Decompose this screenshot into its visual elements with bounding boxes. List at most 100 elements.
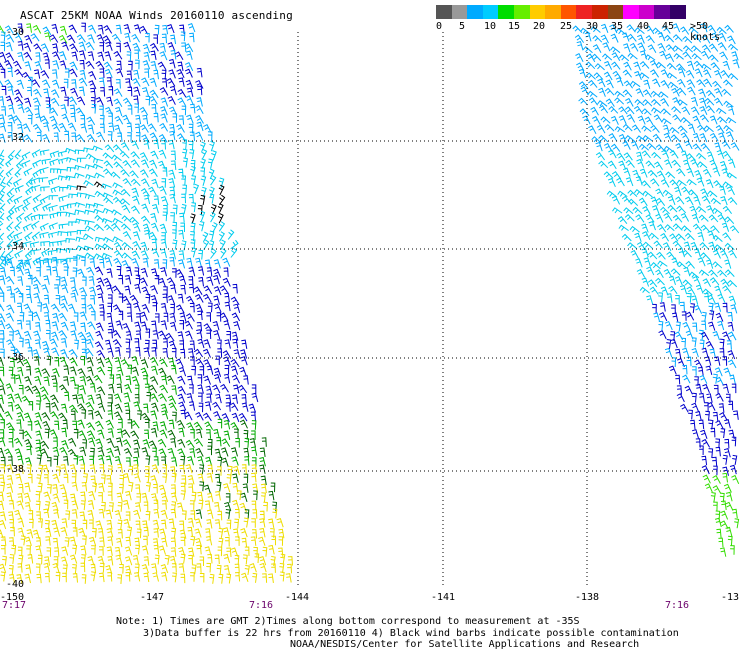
wind-barb xyxy=(175,358,184,368)
wind-barb xyxy=(726,186,735,196)
wind-barb xyxy=(32,159,42,168)
wind-barb xyxy=(126,303,132,314)
wind-barb xyxy=(234,428,239,439)
wind-barb xyxy=(7,205,16,216)
wind-barb xyxy=(48,231,58,239)
wind-barb xyxy=(51,51,61,61)
wind-barb xyxy=(117,574,123,584)
wind-barb xyxy=(170,212,175,222)
wind-barb xyxy=(714,517,722,528)
wind-barb xyxy=(660,206,670,215)
wind-barb xyxy=(27,473,33,484)
wind-barb xyxy=(96,34,105,44)
wind-barb xyxy=(133,473,141,483)
wind-barb xyxy=(14,249,23,259)
wind-barb xyxy=(195,303,204,313)
wind-barb xyxy=(88,80,97,90)
wind-barb xyxy=(69,321,77,331)
wind-barb xyxy=(141,86,149,97)
wind-barb xyxy=(653,240,663,249)
wind-barb xyxy=(143,556,150,566)
wind-barb xyxy=(87,500,95,510)
wind-barb xyxy=(99,123,105,134)
colorbar-label: 25 xyxy=(560,21,573,32)
wind-barb xyxy=(709,277,720,286)
wind-barb xyxy=(71,500,79,510)
wind-barb xyxy=(74,172,85,179)
wind-barb xyxy=(244,509,250,519)
wind-barb xyxy=(190,572,195,582)
wind-barb xyxy=(41,412,51,421)
wind-barb xyxy=(14,204,24,213)
wind-barb xyxy=(642,99,653,107)
wind-barb xyxy=(680,212,690,222)
wind-barb xyxy=(673,52,684,60)
wind-barb xyxy=(101,252,113,259)
wind-barb xyxy=(685,69,695,79)
wind-barb xyxy=(188,276,194,286)
wind-barb xyxy=(213,268,222,278)
wind-barb xyxy=(690,158,699,168)
wind-barb xyxy=(708,448,714,459)
colorbar-segment xyxy=(498,5,515,19)
wind-barb xyxy=(134,59,140,70)
wind-barb xyxy=(724,242,735,251)
wind-barb xyxy=(271,563,276,573)
wind-barb xyxy=(715,124,725,134)
wind-barb xyxy=(732,508,738,519)
wind-barb xyxy=(720,69,730,79)
wind-barb xyxy=(29,241,40,248)
wind-barb xyxy=(54,420,60,431)
wind-barbs-right-swath xyxy=(572,22,740,557)
wind-barb xyxy=(86,357,94,367)
wind-barb xyxy=(16,212,25,222)
wind-barb xyxy=(46,265,52,276)
wind-barb xyxy=(652,133,663,142)
wind-barb xyxy=(652,78,661,88)
wind-barb xyxy=(99,105,104,116)
wind-barb xyxy=(18,384,24,395)
wind-barb xyxy=(100,474,106,485)
wind-barb xyxy=(92,482,98,493)
wind-barb xyxy=(143,194,151,205)
wind-barb xyxy=(219,239,226,250)
wind-barb xyxy=(196,121,204,132)
wind-barb xyxy=(239,366,247,376)
wind-barb xyxy=(608,105,619,114)
wind-barb xyxy=(679,301,685,312)
wind-barb xyxy=(52,43,59,53)
wind-barb xyxy=(111,209,122,216)
wind-barb xyxy=(63,473,69,484)
wind-barb xyxy=(6,176,13,187)
wind-barb xyxy=(251,392,259,403)
wind-barb xyxy=(200,167,206,178)
wind-barb xyxy=(151,103,157,114)
wind-barb xyxy=(234,508,240,519)
wind-barb xyxy=(103,277,112,287)
wind-barb xyxy=(720,195,728,206)
wind-barb xyxy=(80,491,86,501)
wind-barb xyxy=(24,61,32,71)
wind-barb xyxy=(72,564,77,574)
wind-barb xyxy=(691,428,699,439)
wind-barb xyxy=(259,527,266,538)
wind-barb xyxy=(89,519,94,529)
wind-barb xyxy=(80,114,86,125)
wind-barb xyxy=(105,41,113,51)
wind-barb xyxy=(106,527,114,538)
wind-barb xyxy=(131,250,141,260)
wind-barb xyxy=(165,332,175,342)
wind-barb xyxy=(195,105,204,114)
wind-barb xyxy=(149,77,157,88)
wind-barb xyxy=(133,448,140,458)
wind-barb xyxy=(140,358,149,369)
wind-barb xyxy=(727,279,738,288)
wind-barb xyxy=(132,231,141,241)
wind-barb xyxy=(85,338,94,348)
wind-barb xyxy=(190,535,196,546)
wind-barb xyxy=(704,97,715,106)
wind-barb xyxy=(140,250,149,260)
wind-barb xyxy=(698,214,709,222)
wind-barb xyxy=(66,184,77,191)
wind-barb xyxy=(699,339,705,350)
